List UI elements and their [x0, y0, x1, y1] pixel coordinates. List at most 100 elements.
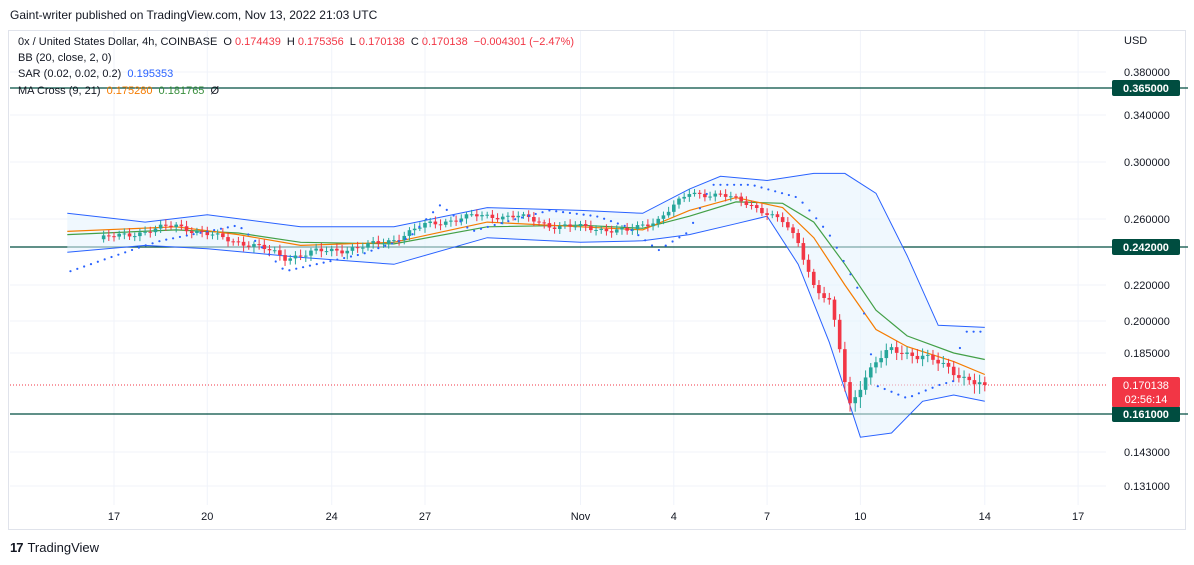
close-value: 0.170138: [421, 36, 468, 48]
sar-dot: [548, 209, 551, 212]
candle-body: [951, 366, 956, 376]
y-tick-label: 0.340000: [1124, 110, 1170, 122]
sar-dot: [473, 229, 476, 232]
x-tick-label: 27: [419, 511, 431, 523]
candle-body: [132, 236, 137, 238]
sar-dot: [726, 183, 729, 186]
legend-sar[interactable]: SAR (0.02, 0.02, 0.2) 0.195353: [18, 67, 176, 82]
sar-dot: [863, 312, 866, 315]
candle-body: [920, 355, 925, 360]
candle-body: [205, 231, 210, 236]
candle-body: [189, 231, 194, 234]
candle-body: [464, 214, 469, 219]
candle-body: [309, 250, 313, 256]
sar-dot: [616, 222, 619, 225]
candle-body: [221, 233, 225, 238]
candle-body: [646, 224, 650, 227]
sar-dot: [110, 255, 113, 259]
candle-body: [158, 224, 163, 229]
open-label: O: [223, 36, 232, 48]
sar-dot: [514, 218, 517, 221]
candle-body: [703, 193, 707, 198]
sar-dot: [815, 217, 818, 220]
symbol-name: 0x / United States Dollar, 4h, COINBASE: [18, 36, 218, 48]
candle-body: [625, 227, 629, 231]
high-value: 0.175356: [297, 36, 344, 48]
sar-dot: [774, 190, 777, 193]
ma-fast-value: 0.175280: [106, 85, 153, 97]
last-price-label: 0.170138: [1123, 380, 1169, 392]
candle-body: [672, 204, 676, 212]
sar-dot: [835, 246, 838, 249]
sar-dot: [801, 201, 804, 204]
low-label: L: [349, 36, 356, 48]
candle-body: [578, 224, 583, 227]
candle-body: [692, 192, 697, 195]
candle-body: [143, 231, 147, 233]
open-value: 0.174439: [234, 36, 281, 48]
candle-body: [946, 362, 951, 367]
candle-body: [392, 240, 396, 242]
ma-slow-value: 0.181765: [158, 85, 205, 97]
candle-body: [288, 258, 293, 261]
candle-body: [443, 221, 448, 225]
candle-body: [568, 224, 572, 227]
sar-dot: [808, 209, 811, 212]
sar-dot: [322, 261, 325, 264]
sar-dot: [144, 244, 147, 247]
candle-body: [868, 367, 873, 378]
candle-body: [682, 196, 686, 199]
chart-frame: [8, 30, 1186, 530]
level-badge-label: 0.242000: [1123, 242, 1169, 254]
sar-dot: [377, 247, 380, 250]
candle-body: [754, 205, 759, 208]
sar-dot: [158, 240, 161, 243]
x-tick-label: 24: [326, 511, 338, 523]
sar-dot: [575, 212, 578, 215]
sar-dot: [384, 244, 387, 247]
candle-body: [822, 293, 826, 298]
candle-body: [407, 230, 412, 236]
candle-body: [127, 233, 132, 237]
candle-body: [889, 347, 894, 351]
sar-dot: [924, 389, 927, 392]
sar-dot: [849, 273, 852, 276]
candle-body: [687, 194, 692, 197]
candle-body: [801, 243, 806, 260]
sar-dot: [767, 188, 770, 191]
candle-body: [697, 192, 702, 194]
candle-body: [355, 247, 360, 249]
candle-body: [905, 352, 909, 354]
legend-ma-cross[interactable]: MA Cross (9, 21) 0.175280 0.181765 Ø: [18, 84, 222, 99]
sar-dot: [83, 265, 86, 268]
sar-dot: [260, 246, 264, 249]
candle-body: [184, 226, 189, 232]
candle-body: [112, 236, 116, 238]
candle-body: [910, 352, 915, 356]
candle-body: [537, 221, 541, 223]
sar-dot: [603, 217, 606, 220]
sar-dot: [965, 330, 968, 333]
x-tick-label: 20: [201, 511, 213, 523]
candle-body: [609, 231, 614, 233]
sar-dot: [343, 256, 346, 260]
y-tick-label: 0.185000: [1124, 348, 1170, 360]
candle-body: [884, 350, 889, 359]
candle-body: [604, 228, 609, 232]
candle-body: [651, 223, 655, 227]
sar-dot: [938, 383, 941, 387]
legend-ohlc: 0x / United States Dollar, 4h, COINBASE …: [18, 35, 577, 50]
sar-dot: [349, 255, 353, 258]
currency-label[interactable]: USD: [1124, 35, 1148, 47]
candle-body: [941, 362, 946, 364]
candle-body: [246, 245, 251, 247]
candle-body: [983, 382, 987, 385]
sar-dot: [787, 193, 790, 197]
candle-body: [293, 255, 298, 259]
candle-body: [195, 231, 199, 234]
tradingview-brand[interactable]: 17 TradingView: [10, 540, 99, 555]
legend-bb[interactable]: BB (20, close, 2, 0): [18, 51, 115, 66]
high-label: H: [286, 36, 295, 48]
candle-body: [376, 241, 381, 244]
